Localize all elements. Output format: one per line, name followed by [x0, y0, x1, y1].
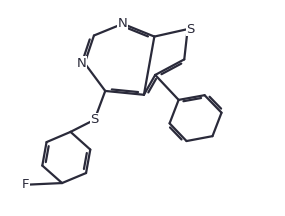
- Text: S: S: [90, 113, 99, 126]
- Text: F: F: [22, 178, 29, 191]
- Text: S: S: [186, 23, 195, 36]
- Text: N: N: [77, 57, 87, 70]
- Text: N: N: [118, 17, 128, 30]
